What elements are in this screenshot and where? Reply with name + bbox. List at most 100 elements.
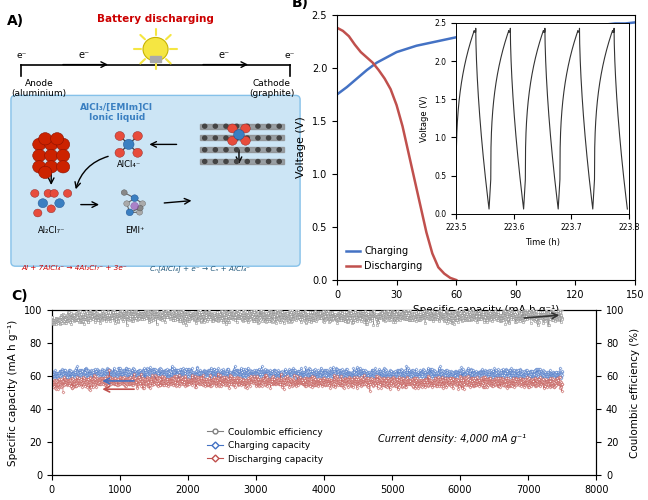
Circle shape — [137, 206, 143, 211]
Charging — [532, 26, 540, 32]
Text: AlCl₄⁻: AlCl₄⁻ — [117, 160, 141, 169]
Circle shape — [143, 38, 168, 61]
Charging — [482, 31, 490, 37]
Text: Cₙ[AlCl₄] + e⁻ → Cₙ + AlCl₄⁻: Cₙ[AlCl₄] + e⁻ → Cₙ + AlCl₄⁻ — [150, 266, 249, 272]
Discharging — [404, 150, 412, 156]
Charging capacity — [333, 370, 341, 376]
Circle shape — [235, 124, 238, 128]
Circle shape — [38, 198, 47, 207]
Discharging capacity — [503, 377, 511, 383]
Charging capacity — [48, 368, 56, 374]
Circle shape — [39, 166, 52, 178]
Circle shape — [256, 136, 260, 140]
Coulombic efficiency — [534, 322, 542, 328]
Line: Discharging capacity: Discharging capacity — [51, 369, 563, 393]
Circle shape — [124, 201, 130, 206]
Discharging capacity — [58, 378, 66, 384]
Circle shape — [32, 150, 46, 162]
Circle shape — [235, 148, 238, 152]
Text: e⁻: e⁻ — [218, 50, 229, 60]
Circle shape — [256, 124, 260, 128]
Circle shape — [241, 124, 250, 133]
Circle shape — [213, 160, 218, 164]
Charging capacity — [402, 362, 410, 368]
Circle shape — [277, 160, 281, 164]
Charging — [422, 40, 430, 46]
Charging — [363, 67, 371, 73]
Circle shape — [203, 160, 207, 164]
Coulombic efficiency — [333, 312, 341, 318]
Circle shape — [123, 140, 134, 149]
Circle shape — [235, 136, 238, 140]
Charging — [413, 42, 421, 48]
Charging — [502, 29, 510, 35]
Text: C): C) — [11, 290, 28, 304]
Coulombic efficiency — [503, 310, 511, 316]
Text: Al + 7AlCl₄⁻ → 4Al₂Cl₇⁻ + 3e⁻: Al + 7AlCl₄⁻ → 4Al₂Cl₇⁻ + 3e⁻ — [21, 266, 127, 272]
Circle shape — [44, 190, 52, 198]
Charging — [432, 38, 440, 44]
Discharging — [441, 270, 448, 276]
X-axis label: Specific capacity (mA h g⁻¹): Specific capacity (mA h g⁻¹) — [413, 306, 559, 316]
Discharging — [363, 54, 371, 60]
Circle shape — [133, 132, 143, 140]
Charging — [581, 22, 589, 28]
Discharging capacity — [558, 381, 566, 387]
Discharging capacity — [333, 380, 341, 386]
Circle shape — [51, 132, 64, 145]
Line: Coulombic efficiency: Coulombic efficiency — [51, 307, 563, 326]
Text: e⁻: e⁻ — [78, 50, 89, 60]
Discharging — [399, 124, 406, 130]
Circle shape — [277, 136, 281, 140]
Discharging — [345, 33, 353, 39]
Circle shape — [56, 150, 70, 162]
Charging — [592, 22, 599, 28]
Text: e⁻: e⁻ — [16, 52, 27, 60]
Discharging — [357, 49, 365, 55]
Text: e⁻: e⁻ — [284, 52, 295, 60]
Discharging — [422, 230, 430, 235]
Discharging — [428, 250, 436, 256]
Circle shape — [277, 124, 281, 128]
Circle shape — [266, 136, 271, 140]
Coulombic efficiency — [246, 314, 254, 320]
Circle shape — [39, 132, 52, 145]
Circle shape — [213, 148, 218, 152]
Discharging capacity — [485, 376, 492, 382]
Circle shape — [45, 150, 58, 162]
Circle shape — [213, 136, 218, 140]
Circle shape — [115, 148, 124, 158]
Charging capacity — [246, 370, 254, 376]
Y-axis label: Voltage (V): Voltage (V) — [296, 116, 307, 178]
Circle shape — [56, 160, 70, 173]
Y-axis label: Specific capacity (mA h g⁻¹): Specific capacity (mA h g⁻¹) — [8, 320, 18, 466]
Circle shape — [266, 148, 271, 152]
Charging — [621, 20, 629, 26]
Coulombic efficiency — [463, 311, 471, 317]
Discharging capacity — [106, 367, 113, 373]
Text: Battery discharging: Battery discharging — [97, 14, 214, 24]
Circle shape — [224, 124, 228, 128]
Circle shape — [55, 198, 64, 207]
Charging capacity — [558, 368, 566, 374]
Circle shape — [241, 136, 250, 145]
Text: Cathode
(graphite): Cathode (graphite) — [249, 78, 294, 98]
Circle shape — [266, 160, 271, 164]
Text: AlCl₃/[EMIm]Cl
Ionic liquid: AlCl₃/[EMIm]Cl Ionic liquid — [80, 102, 154, 122]
Circle shape — [224, 160, 228, 164]
Charging capacity — [503, 372, 511, 378]
Charging — [402, 46, 410, 52]
Charging — [373, 60, 380, 66]
Bar — [200, 136, 284, 140]
Y-axis label: Coulombic efficiency (%): Coulombic efficiency (%) — [630, 328, 640, 458]
Circle shape — [32, 138, 46, 150]
Circle shape — [56, 138, 70, 150]
Circle shape — [137, 210, 143, 215]
Legend: Coulombic efficiency, Charging capacity, Discharging capacity: Coulombic efficiency, Charging capacity,… — [203, 424, 327, 467]
Circle shape — [224, 148, 228, 152]
Circle shape — [126, 209, 133, 216]
Charging — [343, 84, 351, 90]
Charging — [472, 32, 480, 38]
Bar — [150, 56, 161, 62]
Circle shape — [131, 195, 138, 202]
